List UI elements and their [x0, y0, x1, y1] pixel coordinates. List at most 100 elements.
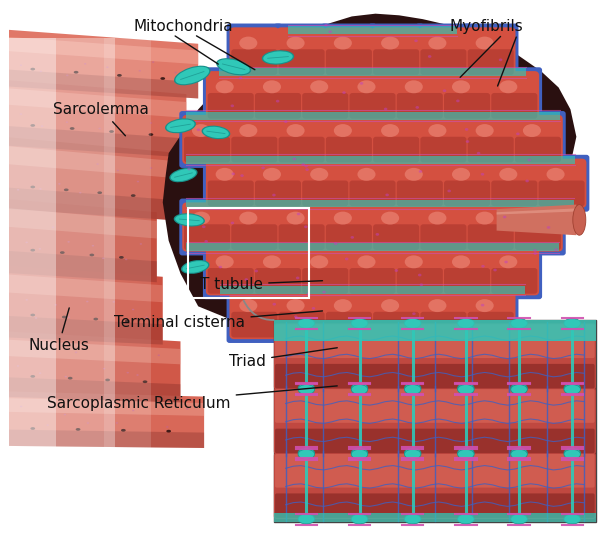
FancyBboxPatch shape — [326, 49, 372, 75]
Ellipse shape — [31, 427, 35, 430]
FancyBboxPatch shape — [277, 115, 326, 164]
Ellipse shape — [499, 59, 502, 61]
FancyBboxPatch shape — [373, 312, 419, 337]
Ellipse shape — [26, 299, 28, 301]
Ellipse shape — [523, 212, 541, 225]
FancyBboxPatch shape — [373, 137, 419, 162]
Ellipse shape — [404, 450, 421, 459]
Ellipse shape — [106, 66, 109, 68]
FancyBboxPatch shape — [373, 224, 419, 250]
Polygon shape — [0, 250, 157, 282]
Ellipse shape — [301, 163, 305, 166]
FancyBboxPatch shape — [467, 312, 514, 337]
Ellipse shape — [345, 258, 349, 260]
FancyBboxPatch shape — [467, 137, 514, 162]
Polygon shape — [0, 187, 169, 220]
FancyBboxPatch shape — [439, 242, 495, 299]
FancyBboxPatch shape — [184, 224, 230, 250]
FancyBboxPatch shape — [467, 49, 514, 75]
Ellipse shape — [564, 318, 581, 328]
Ellipse shape — [350, 236, 354, 238]
Ellipse shape — [310, 255, 328, 269]
Bar — [219, 68, 526, 76]
FancyBboxPatch shape — [515, 224, 561, 250]
FancyBboxPatch shape — [208, 181, 254, 206]
Bar — [56, 38, 115, 465]
Ellipse shape — [304, 165, 308, 167]
Ellipse shape — [140, 243, 142, 245]
FancyBboxPatch shape — [371, 202, 421, 252]
Ellipse shape — [324, 24, 328, 27]
FancyBboxPatch shape — [395, 159, 445, 208]
FancyBboxPatch shape — [278, 49, 325, 75]
Ellipse shape — [74, 71, 79, 74]
Ellipse shape — [160, 77, 165, 80]
Ellipse shape — [298, 450, 314, 459]
Ellipse shape — [428, 55, 431, 58]
Ellipse shape — [293, 158, 296, 160]
Polygon shape — [0, 315, 163, 345]
Ellipse shape — [202, 225, 206, 228]
FancyBboxPatch shape — [231, 137, 277, 162]
Ellipse shape — [25, 242, 28, 243]
Ellipse shape — [395, 269, 398, 272]
Ellipse shape — [412, 312, 416, 315]
FancyBboxPatch shape — [395, 246, 445, 295]
Ellipse shape — [476, 124, 494, 137]
FancyBboxPatch shape — [275, 493, 595, 518]
Ellipse shape — [98, 127, 101, 129]
FancyBboxPatch shape — [179, 199, 235, 255]
Ellipse shape — [87, 422, 89, 424]
Ellipse shape — [287, 37, 305, 50]
Ellipse shape — [102, 258, 104, 259]
Ellipse shape — [175, 67, 209, 84]
FancyBboxPatch shape — [324, 290, 374, 339]
Bar — [274, 513, 596, 522]
Ellipse shape — [458, 318, 474, 328]
Ellipse shape — [175, 72, 177, 73]
Bar — [104, 38, 151, 465]
Polygon shape — [0, 88, 187, 118]
Ellipse shape — [310, 80, 328, 94]
Ellipse shape — [527, 159, 531, 161]
FancyBboxPatch shape — [466, 27, 515, 77]
Ellipse shape — [284, 120, 287, 123]
FancyBboxPatch shape — [467, 224, 514, 250]
Polygon shape — [497, 208, 577, 214]
FancyBboxPatch shape — [371, 115, 421, 164]
FancyBboxPatch shape — [421, 312, 466, 337]
Ellipse shape — [186, 408, 188, 410]
Polygon shape — [497, 205, 577, 235]
Ellipse shape — [405, 80, 423, 94]
Ellipse shape — [97, 163, 99, 165]
Ellipse shape — [128, 110, 130, 112]
Polygon shape — [0, 207, 157, 238]
Ellipse shape — [384, 108, 388, 110]
Ellipse shape — [52, 226, 54, 228]
Ellipse shape — [218, 59, 250, 74]
Bar — [188, 208, 309, 298]
Ellipse shape — [547, 226, 550, 229]
Ellipse shape — [240, 174, 244, 177]
Ellipse shape — [414, 39, 418, 42]
Ellipse shape — [564, 383, 581, 393]
Ellipse shape — [84, 63, 86, 65]
Ellipse shape — [516, 132, 520, 135]
FancyBboxPatch shape — [515, 137, 561, 162]
Bar — [0, 38, 56, 465]
Ellipse shape — [254, 270, 258, 272]
Ellipse shape — [239, 37, 257, 50]
Ellipse shape — [31, 124, 35, 127]
Ellipse shape — [245, 278, 248, 281]
FancyBboxPatch shape — [513, 202, 563, 252]
Ellipse shape — [458, 448, 474, 458]
Ellipse shape — [334, 242, 337, 245]
Ellipse shape — [287, 299, 305, 312]
FancyBboxPatch shape — [275, 389, 595, 423]
Ellipse shape — [239, 124, 257, 137]
Ellipse shape — [165, 118, 196, 133]
FancyBboxPatch shape — [419, 202, 468, 252]
FancyBboxPatch shape — [368, 286, 424, 343]
Ellipse shape — [448, 190, 451, 193]
FancyBboxPatch shape — [347, 246, 397, 295]
